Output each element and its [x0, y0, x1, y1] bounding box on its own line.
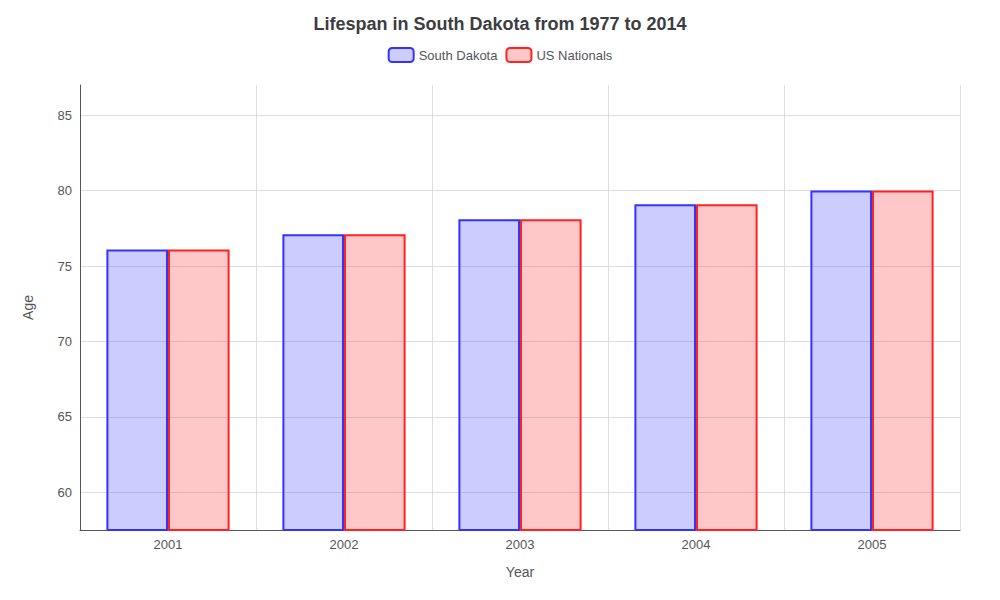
- svg-text:2004: 2004: [682, 537, 711, 552]
- svg-text:2002: 2002: [330, 537, 359, 552]
- svg-text:70: 70: [58, 334, 72, 349]
- svg-text:South Dakota: South Dakota: [419, 48, 499, 63]
- svg-text:Lifespan in South Dakota from: Lifespan in South Dakota from 1977 to 20…: [313, 14, 686, 34]
- svg-text:85: 85: [58, 108, 72, 123]
- svg-text:60: 60: [58, 485, 72, 500]
- svg-text:65: 65: [58, 409, 72, 424]
- svg-text:2003: 2003: [506, 537, 535, 552]
- svg-text:Year: Year: [506, 564, 535, 580]
- svg-text:2005: 2005: [858, 537, 887, 552]
- svg-text:US Nationals: US Nationals: [536, 48, 612, 63]
- svg-text:75: 75: [58, 259, 72, 274]
- svg-text:2001: 2001: [154, 537, 183, 552]
- svg-text:80: 80: [58, 183, 72, 198]
- svg-text:Age: Age: [20, 295, 36, 320]
